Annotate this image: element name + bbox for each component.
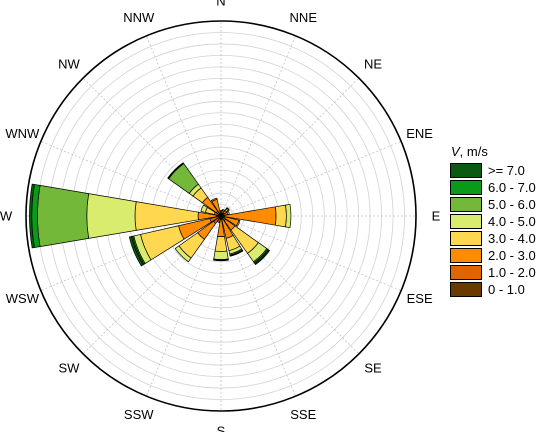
petal-segment-se: [254, 249, 270, 265]
direction-label-se: SE: [364, 361, 382, 376]
direction-label-w: W: [0, 209, 13, 224]
direction-label-n: N: [216, 0, 225, 9]
petal-segment-ne: [226, 207, 230, 211]
direction-label-ne: NE: [364, 56, 382, 71]
legend-swatch: [450, 214, 482, 229]
petal-segment-e: [285, 203, 292, 229]
legend-entry: 5.0 - 6.0: [450, 196, 548, 213]
legend-label: 4.0 - 5.0: [488, 214, 536, 229]
direction-label-sse: SSE: [290, 407, 316, 422]
petal-segment-wsw: [128, 236, 144, 267]
legend-entry: 0 - 1.0: [450, 281, 548, 298]
legend-swatch: [450, 265, 482, 280]
legend-swatch: [450, 180, 482, 195]
direction-label-ese: ESE: [407, 291, 433, 306]
direction-label-nnw: NNW: [123, 10, 155, 25]
legend-label: 2.0 - 3.0: [488, 248, 536, 263]
petal-segment-ese: [236, 219, 241, 227]
legend-entry: 4.0 - 5.0: [450, 213, 548, 230]
petal-segment-sw: [174, 245, 192, 263]
legend-label: 0 - 1.0: [488, 282, 525, 297]
grid-spoke: [220, 215, 402, 291]
legend-label: >= 7.0: [488, 163, 525, 178]
petal-segment-ene: [226, 211, 230, 215]
legend-label: 5.0 - 6.0: [488, 197, 536, 212]
direction-labels: N NNE NE ENE E ESE SE SSE S SSW SW WSW W WNW NW NNW: [0, 0, 441, 432]
legend-title-unit: , m/s: [459, 144, 488, 159]
grid-spoke: [146, 35, 222, 217]
petal-segment-w: [29, 183, 35, 249]
direction-label-nne: NNE: [290, 10, 318, 25]
outer-circle: [25, 20, 417, 412]
petal-segment-s: [213, 250, 229, 260]
legend-swatch: [450, 197, 482, 212]
legend: V, m/s >= 7.0 6.0 - 7.0 5.0 - 6.0 4.0 - 5.0…: [450, 144, 548, 298]
petal-segment-nnw: [210, 197, 218, 202]
legend-entry: 2.0 - 3.0: [450, 247, 548, 264]
petal-segment-n: [219, 209, 223, 212]
legend-entry: 3.0 - 4.0: [450, 230, 548, 247]
legend-entry: >= 7.0: [450, 162, 548, 179]
direction-label-sw: SW: [58, 361, 80, 376]
direction-label-ene: ENE: [406, 126, 433, 141]
petal-segment-w: [86, 193, 137, 239]
petal-segment-sse: [229, 250, 244, 257]
petal-segment-e: [274, 204, 287, 228]
legend-entry: 6.0 - 7.0: [450, 179, 548, 196]
direction-label-e: E: [432, 209, 441, 224]
direction-label-s: S: [217, 424, 226, 432]
grid-spoke: [220, 141, 402, 217]
legend-entries: >= 7.0 6.0 - 7.0 5.0 - 6.0 4.0 - 5.0 3.0 - 4…: [450, 162, 548, 298]
grid-spoke: [220, 77, 360, 217]
legend-swatch: [450, 163, 482, 178]
outer-boundary: [25, 20, 417, 412]
grid-spoke: [220, 35, 296, 217]
legend-swatch: [450, 282, 482, 297]
direction-label-wnw: WNW: [5, 126, 40, 141]
wind-petals: [29, 162, 292, 267]
grid-spoke: [40, 141, 222, 217]
legend-swatch: [450, 248, 482, 263]
legend-title-symbol: V: [451, 144, 460, 159]
petal-segment-wnw: [200, 204, 208, 213]
legend-label: 6.0 - 7.0: [488, 180, 536, 195]
legend-entry: 1.0 - 2.0: [450, 264, 548, 281]
grid-spoke: [146, 215, 222, 397]
direction-label-ssw: SSW: [124, 407, 154, 422]
direction-label-nw: NW: [58, 56, 80, 71]
legend-label: 1.0 - 2.0: [488, 265, 536, 280]
legend-title: V, m/s: [450, 144, 548, 159]
direction-label-wsw: WSW: [6, 291, 40, 306]
petal-segment-s: [214, 236, 228, 252]
legend-label: 3.0 - 4.0: [488, 231, 536, 246]
petal-segment-s: [213, 259, 229, 262]
petal-segment-nw: [167, 162, 184, 179]
legend-swatch: [450, 231, 482, 246]
petal-segment-w: [37, 185, 90, 247]
